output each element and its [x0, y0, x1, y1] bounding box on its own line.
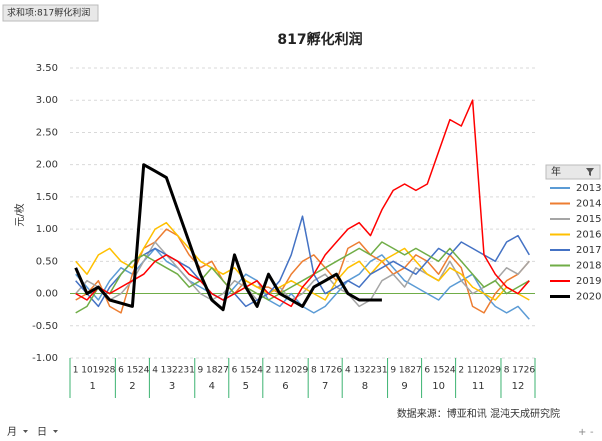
chart-title: 817孵化利润 — [277, 31, 362, 48]
y-tick-label: -0.50 — [32, 321, 58, 332]
dropdown-icon[interactable] — [23, 430, 28, 433]
x-tick-label: 2 — [458, 366, 464, 376]
y-tick-label: -1.00 — [32, 353, 58, 364]
x-tick-label: 1 — [73, 366, 79, 376]
x-tick-label: 15 — [240, 366, 251, 376]
y-tick-label: 1.50 — [36, 192, 58, 203]
x-tick-label: 28 — [104, 366, 116, 376]
series-line — [74, 163, 382, 312]
y-tick-label: 0.50 — [36, 256, 58, 267]
x-tick-label: 31 — [376, 366, 387, 376]
x-tick-label: 22 — [172, 366, 183, 376]
x-tick-label: 24 — [251, 366, 263, 376]
filter-icon[interactable] — [586, 168, 594, 176]
x-tick-label: 27 — [410, 366, 421, 376]
x-tick-label: 20 — [478, 366, 490, 376]
legend-label: 2020 — [576, 292, 601, 303]
y-tick-label: 0.00 — [36, 289, 58, 300]
x-tick-label: 11 — [274, 366, 285, 376]
month-label: 4 — [209, 381, 215, 392]
zoom-out-button[interactable]: - — [590, 427, 594, 438]
month-label: 2 — [129, 381, 135, 392]
dropdown-icon[interactable] — [53, 430, 58, 433]
x-tick-label: 24 — [138, 366, 150, 376]
x-tick-label: 9 — [198, 366, 204, 376]
legend-label: 2018 — [576, 261, 601, 272]
x-tick-label: 4 — [345, 366, 351, 376]
month-label: 12 — [512, 381, 525, 392]
x-tick-label: 18 — [399, 366, 411, 376]
x-tick-label: 13 — [161, 366, 172, 376]
y-tick-label: 3.50 — [36, 63, 58, 74]
y-tick-label: 1.00 — [36, 224, 58, 235]
legend-field-label[interactable]: 年 — [551, 165, 561, 178]
y-tick-label: 2.50 — [36, 127, 58, 138]
month-label: 1 — [89, 381, 95, 392]
x-tick-label: 26 — [331, 366, 343, 376]
x-tick-label: 2 — [266, 366, 272, 376]
x-tick-label: 9 — [390, 366, 396, 376]
row-field-button[interactable]: 月 — [7, 426, 17, 438]
series-line — [75, 241, 530, 308]
month-label: 7 — [322, 381, 328, 392]
legend-label: 2019 — [576, 276, 601, 287]
row-field-button[interactable]: 日 — [37, 427, 47, 438]
x-tick-label: 8 — [504, 366, 510, 376]
legend-label: 2017 — [576, 245, 601, 256]
row-fields: 月 日 — [7, 426, 58, 438]
month-label: 11 — [472, 381, 485, 392]
field-button-label[interactable]: 求和项:817孵化利润 — [7, 7, 90, 19]
field-button[interactable] — [2, 4, 99, 22]
source-note: 数据来源：博亚和讯 混沌天成研究院 — [397, 407, 560, 420]
x-tick-label: 31 — [183, 366, 194, 376]
month-label: 6 — [282, 381, 288, 392]
x-tick-label: 24 — [444, 366, 456, 376]
x-tick-label: 17 — [512, 366, 523, 376]
x-tick-label: 4 — [152, 366, 158, 376]
x-tick-label: 29 — [490, 366, 502, 376]
month-label: 5 — [243, 381, 249, 392]
legend-label: 2016 — [576, 230, 601, 241]
x-tick-label: 18 — [206, 366, 218, 376]
month-label: 3 — [169, 381, 175, 392]
series-line — [75, 241, 530, 314]
x-tick-label: 29 — [297, 366, 309, 376]
x-tick-label: 26 — [524, 366, 536, 376]
series-line — [75, 99, 530, 308]
legend-label: 2014 — [576, 199, 601, 210]
x-tick-label: 13 — [353, 366, 364, 376]
series-line — [75, 215, 530, 308]
legend-label: 2015 — [576, 214, 601, 225]
x-tick-label: 11 — [467, 366, 478, 376]
x-tick-label: 27 — [217, 366, 228, 376]
y-axis-label: 元/枚 — [13, 203, 26, 226]
x-tick-label: 19 — [93, 366, 105, 376]
x-tick-label: 6 — [118, 366, 124, 376]
zoom-in-button[interactable]: + — [578, 427, 586, 438]
x-tick-label: 20 — [285, 366, 297, 376]
series-line — [75, 228, 530, 314]
x-tick-label: 6 — [232, 366, 238, 376]
x-tick-label: 15 — [127, 366, 138, 376]
x-tick-label: 6 — [424, 366, 430, 376]
x-tick-label: 15 — [433, 366, 444, 376]
month-label: 8 — [362, 381, 368, 392]
x-tick-label: 22 — [365, 366, 376, 376]
y-tick-label: 2.00 — [36, 160, 58, 171]
legend-label: 2013 — [576, 183, 601, 194]
x-tick-label: 8 — [311, 366, 317, 376]
x-tick-label: 17 — [319, 366, 330, 376]
x-tick-label: 10 — [81, 366, 93, 376]
y-tick-label: 3.00 — [36, 95, 58, 106]
month-label: 9 — [401, 381, 407, 392]
month-label: 10 — [432, 381, 445, 392]
